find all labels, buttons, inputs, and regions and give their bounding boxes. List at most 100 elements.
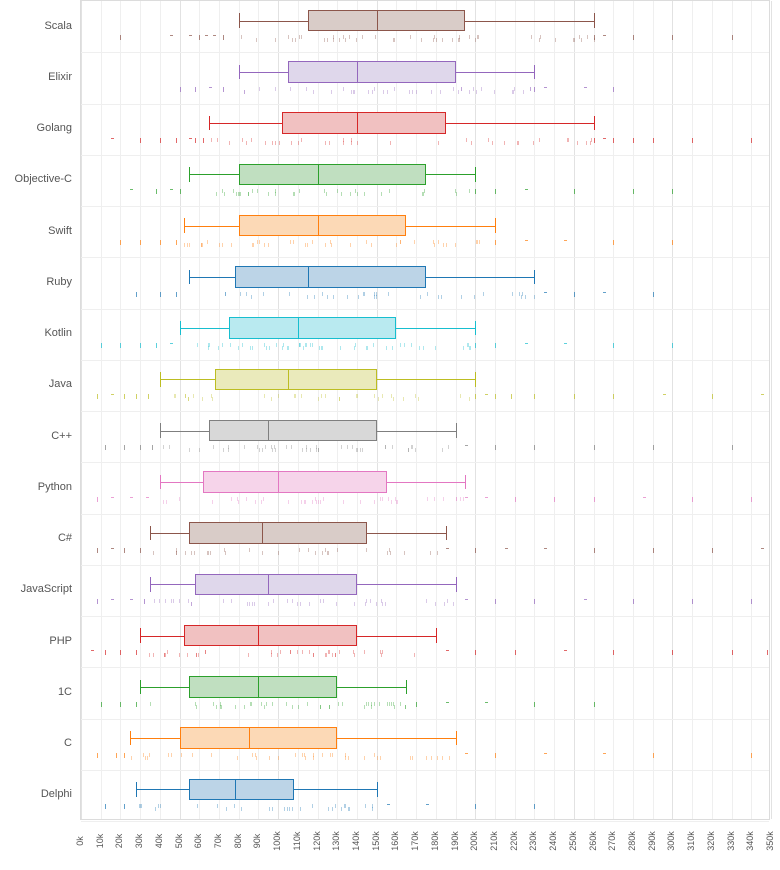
rug-mark	[169, 445, 170, 449]
rug-mark	[441, 295, 442, 299]
outlier-mark	[594, 138, 595, 143]
rug-mark	[488, 138, 489, 142]
outlier-mark	[475, 189, 476, 194]
x-tick-label: 330k	[726, 831, 736, 851]
rug-mark	[434, 243, 435, 247]
rug-mark	[313, 653, 314, 657]
rug-mark	[351, 138, 352, 142]
outlier-mark	[465, 445, 468, 446]
rug-mark	[521, 295, 522, 299]
rug-mark	[272, 702, 273, 706]
outlier-mark	[574, 189, 575, 194]
rug-mark	[481, 87, 482, 91]
rug-mark	[244, 90, 245, 94]
box	[209, 420, 377, 442]
y-tick-label: Elixir	[48, 71, 72, 83]
rug-mark	[271, 653, 272, 657]
rug-mark	[266, 702, 267, 706]
gridline-horizontal	[81, 411, 769, 412]
rug-mark	[250, 346, 251, 350]
rug-mark	[301, 138, 302, 142]
rug-mark	[255, 500, 256, 504]
box	[180, 727, 338, 749]
rug-mark	[371, 702, 372, 706]
outlier-mark	[152, 445, 153, 450]
rug-mark	[179, 653, 180, 657]
gridline-horizontal	[81, 206, 769, 207]
rug-mark	[475, 38, 476, 42]
rug-mark	[408, 448, 409, 452]
rug-mark	[477, 240, 478, 244]
outlier-mark	[633, 138, 634, 143]
rug-mark	[327, 295, 328, 299]
rug-mark	[333, 38, 334, 42]
outlier-mark	[160, 292, 161, 297]
rug-mark	[332, 753, 333, 757]
rug-mark	[211, 753, 212, 757]
rug-mark	[476, 90, 477, 94]
outlier-mark	[732, 445, 733, 450]
rug-mark	[357, 448, 358, 452]
outlier-mark	[105, 650, 106, 655]
rug-mark	[341, 807, 342, 811]
rug-mark	[322, 753, 323, 757]
rug-mark	[171, 753, 172, 757]
rug-mark	[479, 240, 480, 244]
y-tick-label: C#	[58, 532, 72, 544]
rug-mark	[197, 804, 198, 808]
rug-mark	[357, 141, 358, 145]
box	[288, 61, 456, 83]
rug-mark	[292, 807, 293, 811]
outlier-mark	[767, 650, 768, 655]
rug-mark	[385, 602, 386, 606]
median-line	[318, 164, 319, 186]
whisker-cap	[189, 167, 190, 181]
rug-mark	[579, 35, 580, 39]
whisker-cap	[475, 321, 476, 335]
outlier-mark	[130, 497, 133, 498]
rug-mark	[246, 497, 247, 501]
rug-mark	[452, 38, 453, 42]
outlier-mark	[111, 497, 114, 498]
rug-mark	[354, 346, 355, 350]
outlier-mark	[663, 394, 666, 395]
rug-mark	[458, 90, 459, 94]
rug-mark	[357, 394, 358, 398]
rug-mark	[226, 807, 227, 811]
rug-mark	[301, 394, 302, 398]
x-tick-label: 310k	[686, 831, 696, 851]
rug-mark	[354, 602, 355, 606]
outlier-mark	[594, 548, 595, 553]
rug-mark	[376, 602, 377, 606]
rug-mark	[366, 548, 367, 552]
outlier-mark	[124, 753, 125, 758]
rug-mark	[248, 653, 249, 657]
rug-mark	[230, 343, 231, 347]
rug-mark	[390, 551, 391, 555]
rug-mark	[155, 807, 156, 811]
outlier-mark	[584, 599, 587, 600]
rug-mark	[332, 807, 333, 811]
rug-mark	[339, 38, 340, 42]
whisker-cap	[189, 270, 190, 284]
rug-mark	[394, 87, 395, 91]
rug-mark	[348, 756, 349, 760]
rug-mark	[288, 35, 289, 39]
gridline-vertical	[771, 1, 772, 819]
outlier-mark	[672, 650, 673, 655]
rug-mark	[237, 756, 238, 760]
outlier-mark	[751, 753, 752, 758]
rug-mark	[373, 343, 374, 347]
whisker-cap	[150, 577, 151, 591]
median-line	[249, 727, 250, 749]
outlier-mark	[209, 87, 212, 88]
box	[189, 779, 293, 801]
rug-mark	[574, 38, 575, 42]
x-tick-label: 250k	[568, 831, 578, 851]
rug-mark	[469, 35, 470, 39]
whisker-cap	[475, 372, 476, 386]
rug-mark	[244, 705, 245, 709]
whisker-cap	[136, 782, 137, 796]
outlier-mark	[124, 445, 125, 450]
x-tick-label: 200k	[469, 831, 479, 851]
